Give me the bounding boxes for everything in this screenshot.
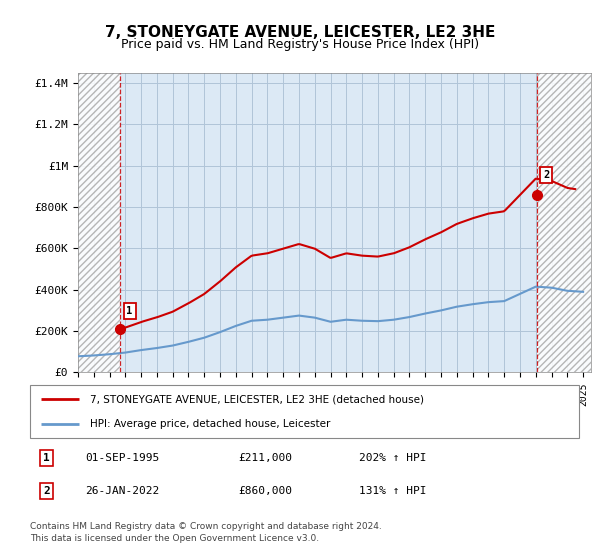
Text: 131% ↑ HPI: 131% ↑ HPI	[359, 486, 427, 496]
Bar	[537, 73, 591, 372]
Text: 1: 1	[127, 306, 133, 316]
Text: 26-JAN-2022: 26-JAN-2022	[85, 486, 159, 496]
Text: £211,000: £211,000	[239, 453, 293, 463]
Text: Price paid vs. HM Land Registry's House Price Index (HPI): Price paid vs. HM Land Registry's House …	[121, 38, 479, 52]
Text: £860,000: £860,000	[239, 486, 293, 496]
Text: 2: 2	[543, 170, 550, 180]
Text: 7, STONEYGATE AVENUE, LEICESTER, LE2 3HE (detached house): 7, STONEYGATE AVENUE, LEICESTER, LE2 3HE…	[91, 394, 424, 404]
Text: 2: 2	[43, 486, 50, 496]
Text: Contains HM Land Registry data © Crown copyright and database right 2024.
This d: Contains HM Land Registry data © Crown c…	[30, 522, 382, 543]
FancyBboxPatch shape	[30, 385, 579, 438]
Bar	[78, 73, 120, 372]
Text: 1: 1	[43, 453, 50, 463]
Text: 01-SEP-1995: 01-SEP-1995	[85, 453, 159, 463]
Text: 202% ↑ HPI: 202% ↑ HPI	[359, 453, 427, 463]
Text: 7, STONEYGATE AVENUE, LEICESTER, LE2 3HE: 7, STONEYGATE AVENUE, LEICESTER, LE2 3HE	[105, 25, 495, 40]
Text: HPI: Average price, detached house, Leicester: HPI: Average price, detached house, Leic…	[91, 418, 331, 428]
